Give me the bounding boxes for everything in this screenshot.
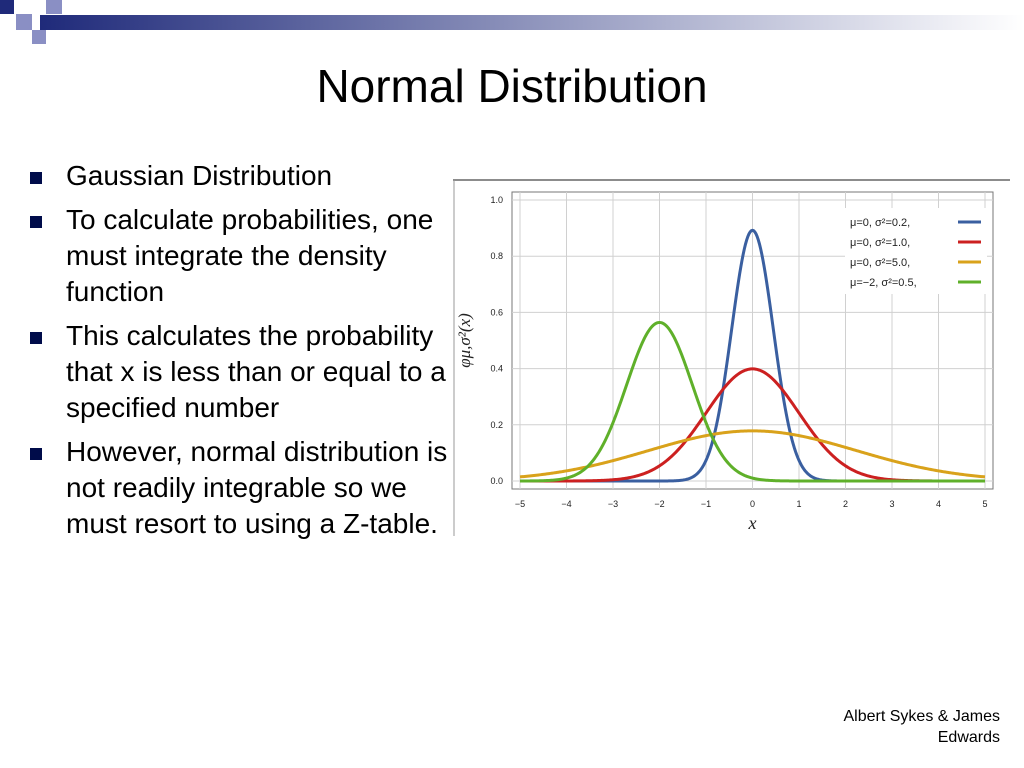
legend-label: μ=0, σ²=0.2,: [850, 217, 910, 229]
header-band: [0, 0, 1024, 44]
bullet-item: To calculate probabilities, one must int…: [28, 202, 448, 310]
x-tick-label: −1: [701, 499, 711, 509]
x-tick-label: 3: [889, 499, 894, 509]
decor-square: [0, 30, 14, 44]
header-gradient-bar: [40, 15, 1024, 30]
bullet-text: To calculate probabilities, one must int…: [66, 204, 434, 307]
x-tick-label: 2: [843, 499, 848, 509]
bullet-text: This calculates the probability that x i…: [66, 320, 446, 423]
bullet-text: However, normal distribution is not read…: [66, 436, 448, 539]
x-axis-label: x: [748, 513, 757, 533]
series-line: [520, 320, 985, 483]
x-tick-label: 4: [936, 499, 941, 509]
y-tick-label: 0.4: [490, 364, 503, 374]
y-axis-label: φμ,σ²(x): [455, 313, 474, 368]
decor-square: [32, 30, 46, 44]
decor-square: [16, 14, 32, 30]
bullet-item: Gaussian Distribution: [28, 158, 448, 194]
y-tick-label: 1.0: [490, 195, 503, 205]
x-tick-label: 1: [796, 499, 801, 509]
bullet-square-icon: [30, 172, 42, 184]
bullet-square-icon: [30, 332, 42, 344]
bullet-list: Gaussian Distribution To calculate proba…: [28, 158, 448, 550]
bullet-text: Gaussian Distribution: [66, 160, 333, 191]
x-tick-label: −3: [608, 499, 618, 509]
legend-label: μ=−2, σ²=0.5,: [850, 277, 917, 289]
legend-label: μ=0, σ²=1.0,: [850, 237, 910, 249]
bullet-item: However, normal distribution is not read…: [28, 434, 448, 542]
x-tick-label: −4: [561, 499, 571, 509]
normal-distribution-chart: −5 −4 −3 −2 −1 0 1 2 3 4 5 0.0 0.2 0.4 0.6 0.8 1.0 μ=0, …: [453, 179, 1010, 536]
y-tick-label: 0.2: [490, 420, 503, 430]
x-tick-label: 5: [982, 499, 987, 509]
x-tick-label: −5: [515, 499, 525, 509]
footer-credit: Albert Sykes & James Edwards: [843, 708, 1001, 746]
bullet-item: This calculates the probability that x i…: [28, 318, 448, 426]
bullet-square-icon: [30, 216, 42, 228]
slide-title: Normal Distribution: [316, 60, 708, 112]
y-tick-label: 0.0: [490, 476, 503, 486]
decor-square: [0, 0, 14, 14]
x-tick-label: −2: [654, 499, 664, 509]
y-tick-label: 0.8: [490, 251, 503, 261]
y-tick-label: 0.6: [490, 307, 503, 317]
x-tick-label: 0: [750, 499, 755, 509]
bullet-square-icon: [30, 448, 42, 460]
decor-square: [46, 0, 62, 14]
series-line: [519, 429, 986, 479]
legend-label: μ=0, σ²=5.0,: [850, 257, 910, 269]
